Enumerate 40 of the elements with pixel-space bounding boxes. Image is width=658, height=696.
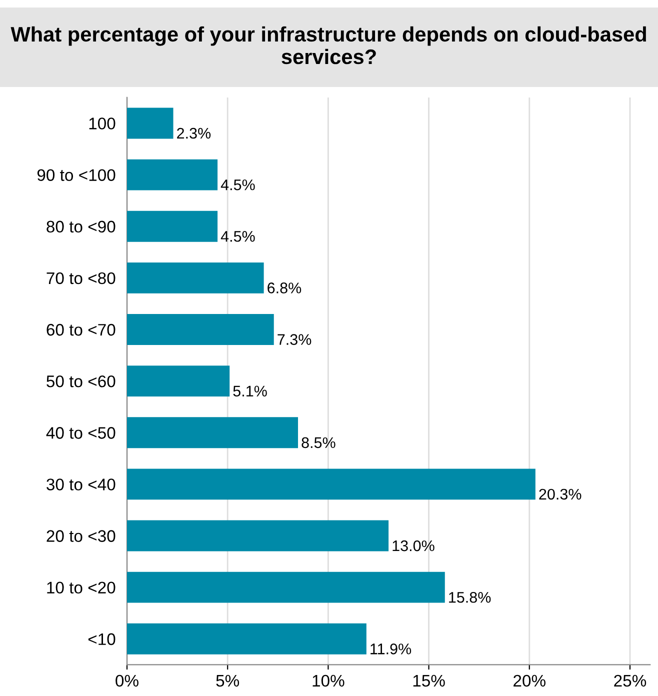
data-label: 4.5%	[220, 231, 255, 242]
x-tick-label: 5%	[216, 674, 240, 687]
data-label: 13.0%	[392, 540, 434, 552]
y-tick-label: 20 to <30	[46, 530, 116, 542]
data-label: 11.9%	[370, 644, 412, 654]
x-tick-label: 10%	[312, 674, 344, 687]
x-tick-label: 25%	[614, 674, 646, 687]
y-tick-label: 10 to <20	[47, 582, 116, 594]
bar	[126, 262, 264, 294]
y-tick-label: <10	[88, 633, 116, 646]
y-tick-label: 30 to <40	[46, 478, 116, 490]
data-label: 2.3%	[177, 128, 211, 139]
y-tick-label: 90 to <100	[37, 169, 116, 181]
bar	[126, 108, 174, 139]
data-label: 6.8%	[268, 282, 302, 294]
data-label: 20.3%	[539, 488, 582, 500]
bar	[126, 210, 218, 242]
y-tick-label: 60 to <70	[46, 324, 116, 336]
y-tick-label: 40 to <50	[46, 427, 116, 439]
bar	[126, 417, 298, 448]
x-tick-label: 15%	[413, 674, 445, 687]
x-tick-label: 0%	[116, 674, 138, 687]
bar	[126, 572, 445, 603]
bar	[126, 159, 218, 190]
bar	[126, 468, 536, 500]
bar	[126, 366, 230, 397]
y-tick-label: 50 to <60	[46, 375, 116, 388]
y-tick-label: 70 to <80	[46, 272, 116, 284]
data-label: 7.3%	[278, 334, 312, 345]
bar	[126, 520, 389, 552]
y-tick-label: 80 to <90	[46, 220, 116, 233]
x-tick-label: 20%	[514, 674, 546, 687]
data-label: 5.1%	[233, 386, 267, 397]
data-label: 8.5%	[302, 437, 336, 448]
bar	[126, 623, 366, 654]
data-label: 4.5%	[220, 179, 255, 190]
chart-title: What percentage of your infrastructure depends on cloud-based services?	[10, 26, 646, 64]
y-tick-label: 100	[89, 118, 116, 130]
data-label: 15.8%	[449, 592, 491, 603]
bar	[126, 314, 274, 345]
